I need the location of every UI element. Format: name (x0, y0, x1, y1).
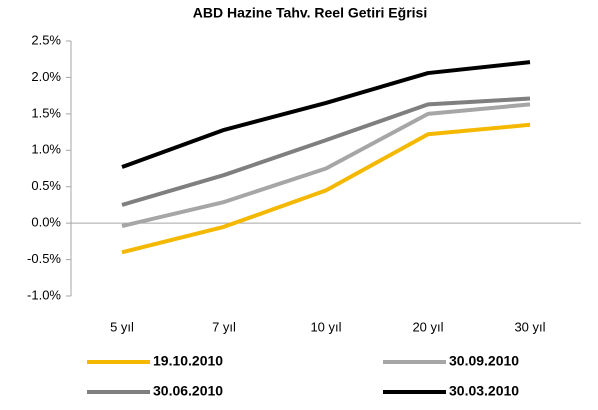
legend-label: 30.06.2010 (153, 383, 223, 399)
y-tick-label: 0.5% (31, 178, 61, 193)
y-tick-label: -1.0% (27, 287, 61, 302)
series-line (121, 60, 531, 169)
series-line (121, 122, 531, 255)
x-tick-label: 5 yıl (110, 319, 134, 334)
y-tick-label: 1.5% (31, 105, 61, 120)
y-tick-label: 0.0% (31, 215, 61, 230)
x-tick-label: 10 yıl (310, 319, 341, 334)
x-tick-label: 20 yıl (412, 319, 443, 334)
chart-title: ABD Hazine Tahv. Reel Getiri Eğrisi (193, 5, 427, 21)
y-tick-label: 1.0% (31, 142, 61, 157)
legend-label: 30.09.2010 (449, 353, 519, 369)
x-tick-label: 30 yıl (514, 319, 545, 334)
series-line (121, 102, 531, 229)
legend: 19.10.2010 30.09.2010 30.06.2010 30.03.2010 (87, 353, 519, 399)
legend-label: 30.03.2010 (449, 383, 519, 399)
y-tick-label: 2.0% (31, 69, 61, 84)
y-tick-label: 2.5% (31, 32, 61, 47)
x-tick-label: 7 yıl (212, 319, 236, 334)
y-tick-label: -0.5% (27, 251, 61, 266)
legend-label: 19.10.2010 (153, 353, 223, 369)
series-line (121, 96, 531, 207)
